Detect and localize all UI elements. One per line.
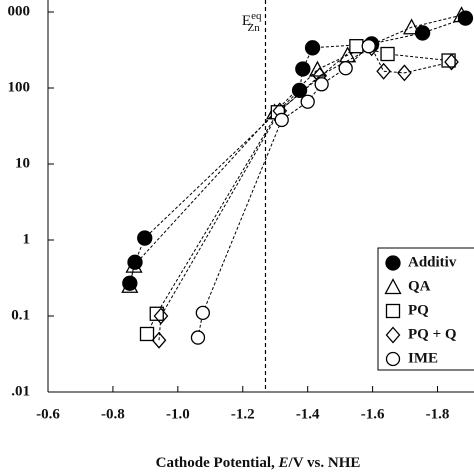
legend-label: Additiv <box>408 254 457 270</box>
marker <box>139 326 155 342</box>
marker <box>125 256 143 273</box>
x-axis-label: Cathode Potential, E/V vs. NHE <box>156 455 361 471</box>
annotation-part: Zn <box>247 22 260 34</box>
marker <box>402 18 421 35</box>
x-tick-label: -1.2 <box>231 406 255 422</box>
legend-label: QA <box>408 278 431 294</box>
marker <box>195 305 210 321</box>
marker <box>397 64 412 82</box>
annotation-part: eq <box>251 10 262 22</box>
marker <box>127 254 143 270</box>
series-line <box>129 14 462 286</box>
series-line <box>197 45 370 338</box>
y-tick-label: 1 <box>23 231 31 247</box>
annotation: Eeq Zn <box>242 10 262 34</box>
x-tick-label: -1.6 <box>361 406 385 422</box>
marker <box>384 278 402 295</box>
marker <box>414 25 431 41</box>
y-tick-label: .01 <box>11 383 30 399</box>
marker <box>274 112 289 128</box>
annotation-part: E <box>242 13 251 29</box>
marker <box>151 331 167 349</box>
marker <box>380 46 395 62</box>
series-line <box>158 47 452 341</box>
marker <box>137 230 153 246</box>
x-tick-label: -1.8 <box>426 406 450 422</box>
marker <box>385 303 401 319</box>
legend-label: PQ <box>408 302 429 318</box>
legend-label: PQ + Q <box>408 326 457 342</box>
y-tick-label: 10 <box>15 155 30 171</box>
series-line <box>129 17 466 284</box>
marker <box>122 275 138 291</box>
marker <box>385 351 401 367</box>
marker <box>190 330 206 345</box>
marker <box>291 82 308 99</box>
legend-label: IME <box>408 350 438 366</box>
y-tick-label: 000 <box>8 3 31 19</box>
marker <box>376 62 392 80</box>
marker <box>314 77 329 92</box>
marker <box>338 61 353 76</box>
x-tick-label: -1.4 <box>296 406 320 422</box>
marker <box>153 307 169 325</box>
marker <box>304 40 321 56</box>
marker <box>444 53 459 71</box>
marker <box>295 61 311 77</box>
marker <box>457 10 474 26</box>
marker <box>361 39 376 54</box>
x-tick-label: -0.8 <box>101 406 125 422</box>
marker <box>385 255 401 271</box>
marker <box>349 39 364 54</box>
marker <box>385 326 401 344</box>
y-tick-label: 100 <box>8 79 31 95</box>
series-line <box>146 45 449 335</box>
marker <box>121 276 139 293</box>
y-tick-label: 0.1 <box>11 307 30 323</box>
marker <box>300 94 315 109</box>
x-tick-label: -0.6 <box>36 406 60 422</box>
marker <box>452 6 471 23</box>
x-tick-label: -1.0 <box>166 406 190 422</box>
